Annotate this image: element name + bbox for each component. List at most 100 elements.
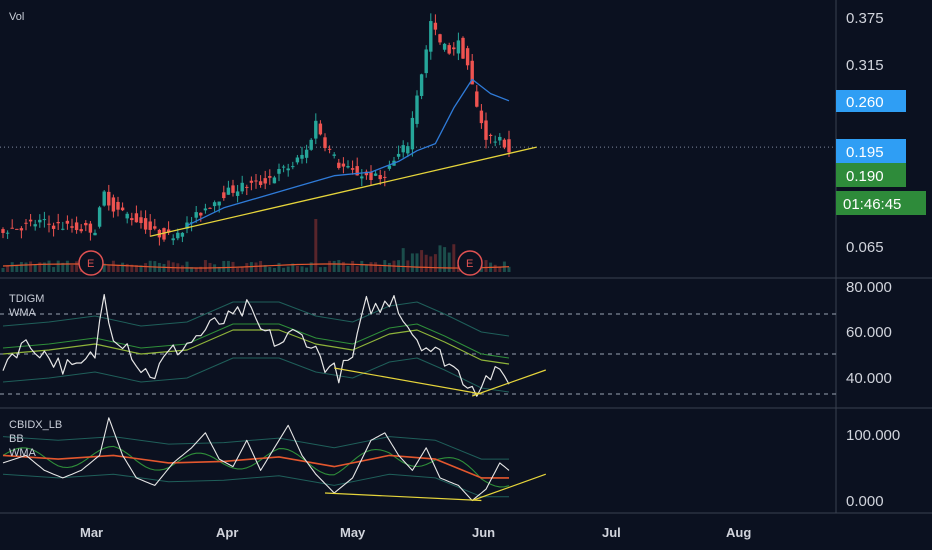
volume-bar — [291, 263, 295, 272]
volume-bar — [387, 262, 391, 272]
candle-body — [65, 220, 70, 224]
candle-body — [502, 139, 507, 148]
candle-body — [194, 212, 198, 218]
candle-body — [314, 120, 318, 139]
earnings-marker-2[interactable]: E — [457, 250, 483, 276]
svg-text:E: E — [466, 258, 473, 270]
volume-bar — [277, 262, 281, 272]
volume-bar — [429, 256, 433, 272]
candle-body — [277, 168, 281, 174]
candle-body — [107, 191, 111, 206]
candle-body — [38, 219, 42, 223]
volume-bar — [323, 266, 327, 272]
osc2-tick-100: 100.000 — [846, 427, 900, 444]
volume-bar — [443, 247, 447, 272]
candle-body — [231, 185, 235, 193]
candle-body — [258, 181, 263, 185]
volume-bar — [226, 260, 230, 272]
pane-label-cbidx: CBIDX_LB — [9, 419, 62, 431]
volume-bar — [318, 267, 322, 272]
volume-bar — [203, 260, 207, 272]
volume-bar — [29, 261, 33, 272]
ma-price-badge-text: 0.260 — [846, 94, 884, 111]
volume-bar — [328, 260, 332, 272]
osc2-main-line — [2, 417, 510, 502]
pane-label-wma-2: WMA — [9, 447, 37, 459]
volume-bar — [305, 267, 309, 272]
svg-text:E: E — [87, 258, 94, 270]
volume-bar — [70, 265, 74, 272]
volume-bar — [484, 260, 488, 272]
pane-label-bb: BB — [9, 433, 24, 445]
volume-bar — [167, 260, 171, 272]
candle-body — [373, 173, 378, 176]
candle-body — [5, 232, 10, 234]
osc1-trendline-2 — [472, 369, 546, 397]
price-tick-0065: 0.065 — [846, 239, 884, 256]
time-label-aug: Aug — [726, 525, 751, 540]
candle-body — [134, 213, 139, 223]
candle-body — [378, 175, 382, 180]
volume-bar — [268, 267, 272, 272]
candle-body — [240, 182, 244, 192]
candle-body — [93, 232, 97, 236]
price-tick-0315: 0.315 — [846, 57, 884, 74]
countdown-badge — [836, 191, 926, 215]
candle-body — [10, 227, 14, 229]
osc2-upper-band — [2, 436, 509, 460]
candle-body — [442, 43, 447, 50]
volume-bar — [332, 260, 336, 272]
last-price-badge-text: 0.195 — [846, 144, 884, 161]
candle-body — [245, 186, 249, 188]
candle-body — [148, 221, 152, 230]
candle-body — [235, 191, 240, 196]
volume-bar — [415, 253, 419, 272]
candle-body — [498, 136, 502, 141]
candle-body — [19, 228, 24, 231]
prev-close-badge — [836, 163, 906, 187]
candle-body — [97, 207, 102, 227]
volume-bar — [61, 262, 65, 272]
candle-body — [203, 208, 208, 211]
candle-body — [300, 154, 304, 159]
candle-body — [74, 222, 79, 231]
volume-bar — [75, 261, 79, 272]
time-label-may: May — [340, 525, 366, 540]
candle-body — [461, 37, 465, 59]
candle-body — [263, 178, 267, 184]
volume-bar — [314, 219, 318, 272]
candle-body — [153, 226, 157, 229]
price-trendline — [150, 146, 537, 237]
volume-bar — [42, 262, 46, 272]
volume-bar — [309, 262, 313, 272]
candle-body — [226, 187, 231, 195]
candle-body — [249, 180, 254, 183]
volume-bar — [56, 260, 60, 272]
candle-body — [327, 148, 332, 150]
volume-bar — [378, 266, 382, 272]
volume-bar — [479, 266, 483, 272]
candle-body — [364, 171, 369, 176]
candle-body — [79, 229, 83, 232]
volume-bar — [1, 267, 5, 272]
candle-body — [125, 213, 129, 219]
volume-bar — [364, 265, 368, 272]
candle-body — [337, 162, 341, 168]
volume-bar — [360, 260, 364, 272]
series-layer — [1, 13, 547, 502]
candle-body — [254, 180, 258, 182]
last-price-badge — [836, 139, 906, 163]
candle-body — [84, 222, 88, 226]
candle-body — [295, 157, 300, 163]
time-label-apr: Apr — [216, 525, 238, 540]
candle-body — [456, 40, 461, 54]
osc2-signal-line — [2, 445, 510, 488]
candle-body — [484, 120, 488, 140]
volume-bar — [111, 260, 115, 272]
volume-bar — [351, 260, 355, 272]
volume-bar — [6, 265, 10, 272]
prev-close-badge-text: 0.190 — [846, 168, 884, 185]
earnings-marker-1[interactable]: E — [78, 250, 104, 276]
